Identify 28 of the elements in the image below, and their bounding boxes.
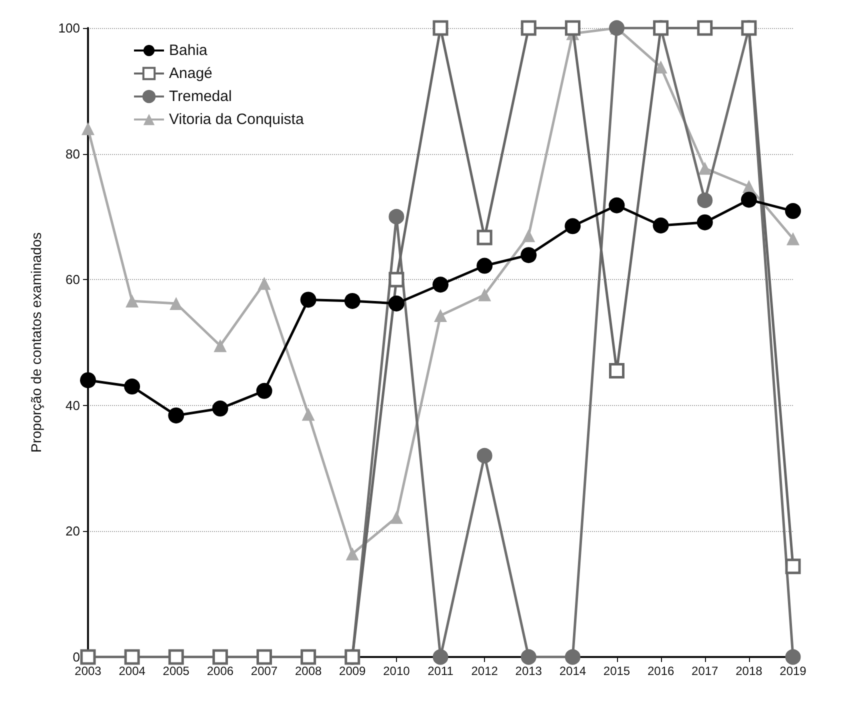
y-axis-title: Proporção de contatos examinados [28, 232, 44, 453]
x-tick-label: 2013 [515, 664, 542, 678]
y-tick-label: 100 [58, 20, 80, 36]
y-tick-label: 80 [66, 146, 80, 162]
x-tick-label: 2005 [162, 664, 190, 678]
x-tick-label: 2004 [118, 664, 146, 678]
x-tick-label: 2019 [780, 664, 807, 678]
x-tick-label: 2016 [647, 664, 674, 678]
y-tick-label: 0 [72, 650, 80, 664]
legend-label: Anagé [169, 65, 212, 82]
x-tick-label: 2015 [603, 664, 630, 678]
x-tick-label: 2009 [339, 664, 366, 678]
x-tick-label: 2007 [250, 664, 278, 678]
y-tick-label: 40 [66, 398, 80, 413]
x-tick-label: 2006 [206, 664, 234, 678]
x-tick-label: 2003 [74, 664, 102, 678]
x-tick-label: 2014 [559, 664, 586, 678]
x-tick-label: 2017 [692, 664, 719, 678]
x-tick-label: 2012 [471, 664, 498, 678]
x-tick-label: 2010 [383, 664, 410, 678]
x-tick-label: 2008 [294, 664, 322, 678]
legend-label: Vitoria da Conquista [169, 111, 304, 128]
legend-label: Bahia [169, 42, 208, 59]
legend-label: Tremedal [169, 88, 232, 105]
y-tick-label: 60 [66, 272, 80, 288]
x-tick-label: 2018 [736, 664, 763, 678]
x-tick-label: 2011 [428, 664, 454, 678]
y-tick-label: 20 [66, 524, 80, 539]
